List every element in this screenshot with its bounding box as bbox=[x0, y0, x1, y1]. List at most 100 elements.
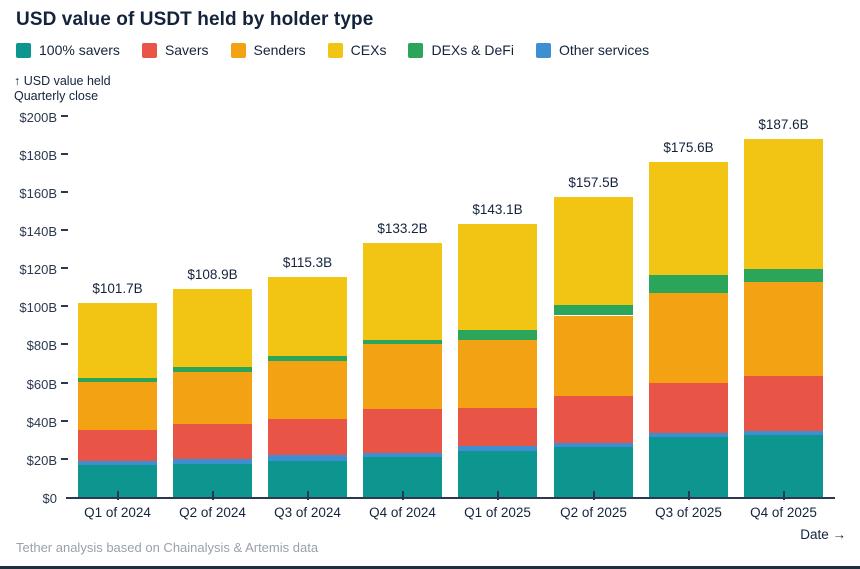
legend-item-100-savers[interactable]: 100% savers bbox=[16, 42, 120, 58]
y-axis-tick-label: $120B bbox=[19, 262, 57, 278]
bar-segment-other-services-q2-of-2024[interactable] bbox=[173, 458, 252, 464]
bar-segment-other-services-q3-of-2024[interactable] bbox=[268, 455, 347, 461]
y-axis-title-line1: ↑ USD value held bbox=[14, 74, 111, 88]
x-axis-label-q3-of-2024: Q3 of 2024 bbox=[274, 505, 341, 520]
bottom-border bbox=[0, 566, 860, 569]
y-axis-tick-label: $0 bbox=[42, 491, 57, 506]
bar-segment-senders-q1-of-2024[interactable] bbox=[78, 382, 157, 430]
x-axis-line bbox=[66, 497, 835, 499]
bar-segment-other-services-q4-of-2025[interactable] bbox=[744, 430, 823, 435]
bar-total-label: $187.6B bbox=[758, 117, 809, 133]
y-axis-tick-mark bbox=[61, 190, 68, 193]
x-axis-label-q1-of-2024: Q1 of 2024 bbox=[84, 505, 151, 520]
legend-swatch-icon bbox=[327, 42, 343, 58]
x-axis-tick-mark bbox=[782, 491, 785, 500]
legend-item-senders[interactable]: Senders bbox=[230, 42, 306, 58]
bar-segment-savers-q1-of-2024[interactable] bbox=[78, 429, 157, 462]
bar-segment-senders-q4-of-2025[interactable] bbox=[744, 281, 823, 376]
page-title: USD value of USDT held by holder type bbox=[16, 9, 374, 30]
legend-swatch-icon bbox=[230, 42, 246, 58]
bar-segment-cexs-q1-of-2025[interactable] bbox=[458, 224, 537, 331]
bar-total-label: $143.1B bbox=[472, 202, 523, 218]
bar-total-label: $133.2B bbox=[377, 221, 428, 237]
x-axis-label-q4-of-2024: Q4 of 2024 bbox=[369, 505, 436, 520]
x-axis-tick-mark bbox=[211, 491, 214, 500]
y-axis-tick-mark bbox=[61, 267, 68, 270]
bar-segment-senders-q4-of-2024[interactable] bbox=[363, 344, 442, 409]
bar-segment-other-services-q4-of-2024[interactable] bbox=[363, 452, 442, 457]
x-axis-title: Date → bbox=[800, 527, 846, 542]
legend-item-savers[interactable]: Savers bbox=[141, 42, 209, 58]
y-axis-tick-mark bbox=[61, 343, 68, 346]
bar-segment-savers-q3-of-2024[interactable] bbox=[268, 419, 347, 456]
x-axis-tick-mark bbox=[496, 491, 499, 500]
legend-label: CEXs bbox=[350, 42, 387, 58]
bar-segment-cexs-q4-of-2025[interactable] bbox=[744, 139, 823, 269]
bar-segment-cexs-q3-of-2025[interactable] bbox=[649, 162, 728, 275]
x-axis-tick-mark bbox=[687, 491, 690, 500]
x-axis-label-q3-of-2025: Q3 of 2025 bbox=[655, 505, 722, 520]
legend-swatch-icon bbox=[535, 42, 551, 58]
bar-segment-savers-q2-of-2025[interactable] bbox=[554, 395, 633, 443]
legend-item-dexs-defi[interactable]: DEXs & DeFi bbox=[408, 42, 514, 58]
legend-item-cexs[interactable]: CEXs bbox=[327, 42, 387, 58]
bar-segment-cexs-q4-of-2024[interactable] bbox=[363, 243, 442, 340]
bar-segment-savers-q4-of-2025[interactable] bbox=[744, 375, 823, 431]
bar-segment-dexs-defi-q4-of-2025[interactable] bbox=[744, 268, 823, 282]
bar-segment-savers-q1-of-2025[interactable] bbox=[458, 408, 537, 446]
y-axis-tick-label: $40B bbox=[26, 414, 57, 430]
legend-swatch-icon bbox=[16, 42, 31, 58]
bar-segment-senders-q1-of-2025[interactable] bbox=[458, 339, 537, 409]
legend-label: Other services bbox=[558, 42, 650, 58]
y-axis-tick-label: $200B bbox=[19, 109, 57, 125]
bar-segment-cexs-q3-of-2024[interactable] bbox=[268, 277, 347, 356]
bar-segment-cexs-q2-of-2024[interactable] bbox=[173, 289, 252, 368]
bar-segment-senders-q3-of-2024[interactable] bbox=[268, 361, 347, 420]
bar-segment-dexs-defi-q2-of-2024[interactable] bbox=[173, 367, 252, 373]
legend-item-other-services[interactable]: Other services bbox=[535, 42, 650, 58]
legend-swatch-icon bbox=[141, 42, 157, 58]
bar-segment-savers-q3-of-2025[interactable] bbox=[649, 383, 728, 433]
bar-segment-senders-q3-of-2025[interactable] bbox=[649, 293, 728, 384]
legend-label: Savers bbox=[164, 42, 209, 58]
bar-total-label: $175.6B bbox=[663, 140, 714, 156]
bar-segment-other-services-q1-of-2025[interactable] bbox=[458, 445, 537, 452]
x-axis-tick-mark bbox=[116, 491, 119, 500]
bar-segment-dexs-defi-q1-of-2024[interactable] bbox=[78, 377, 157, 383]
y-axis-tick-mark bbox=[61, 381, 68, 384]
y-axis-tick-label: $180B bbox=[19, 147, 57, 163]
bar-total-label: $101.7B bbox=[92, 281, 143, 297]
bar-segment-savers-q4-of-2024[interactable] bbox=[363, 408, 442, 453]
bar-segment-dexs-defi-q3-of-2025[interactable] bbox=[649, 274, 728, 293]
bar-segment-100-savers-q4-of-2024[interactable] bbox=[363, 456, 442, 497]
bar-segment-other-services-q1-of-2024[interactable] bbox=[78, 461, 157, 465]
bar-segment-100-savers-q2-of-2025[interactable] bbox=[554, 447, 633, 497]
bar-segment-100-savers-q3-of-2024[interactable] bbox=[268, 460, 347, 497]
x-axis-label-q2-of-2025: Q2 of 2025 bbox=[560, 505, 627, 520]
bar-total-label: $157.5B bbox=[568, 174, 619, 190]
bar-segment-dexs-defi-q4-of-2024[interactable] bbox=[363, 339, 442, 345]
bar-segment-cexs-q2-of-2025[interactable] bbox=[554, 196, 633, 305]
bar-segment-cexs-q1-of-2024[interactable] bbox=[78, 303, 157, 378]
bar-segment-100-savers-q1-of-2025[interactable] bbox=[458, 451, 537, 497]
legend-label: 100% savers bbox=[39, 42, 120, 58]
bar-segment-other-services-q2-of-2025[interactable] bbox=[554, 442, 633, 448]
y-axis-tick-label: $20B bbox=[26, 452, 57, 468]
bar-segment-dexs-defi-q3-of-2024[interactable] bbox=[268, 355, 347, 362]
bar-segment-dexs-defi-q2-of-2025[interactable] bbox=[554, 305, 633, 316]
bar-segment-100-savers-q4-of-2025[interactable] bbox=[744, 434, 823, 497]
y-axis-tick-mark bbox=[61, 152, 68, 155]
x-axis-label-q1-of-2025: Q1 of 2025 bbox=[464, 505, 531, 520]
x-axis-label-q2-of-2024: Q2 of 2024 bbox=[179, 505, 246, 520]
y-axis-tick-mark bbox=[61, 305, 68, 308]
bar-segment-other-services-q3-of-2025[interactable] bbox=[649, 432, 728, 438]
y-axis-tick-label: $140B bbox=[19, 224, 57, 240]
x-axis-label-q4-of-2025: Q4 of 2025 bbox=[750, 505, 817, 520]
bar-segment-dexs-defi-q1-of-2025[interactable] bbox=[458, 330, 537, 340]
bar-segment-savers-q2-of-2024[interactable] bbox=[173, 423, 252, 459]
bar-segment-100-savers-q3-of-2025[interactable] bbox=[649, 437, 728, 497]
x-axis-tick-mark bbox=[592, 491, 595, 500]
bar-segment-senders-q2-of-2025[interactable] bbox=[554, 315, 633, 396]
bar-segment-senders-q2-of-2024[interactable] bbox=[173, 372, 252, 424]
